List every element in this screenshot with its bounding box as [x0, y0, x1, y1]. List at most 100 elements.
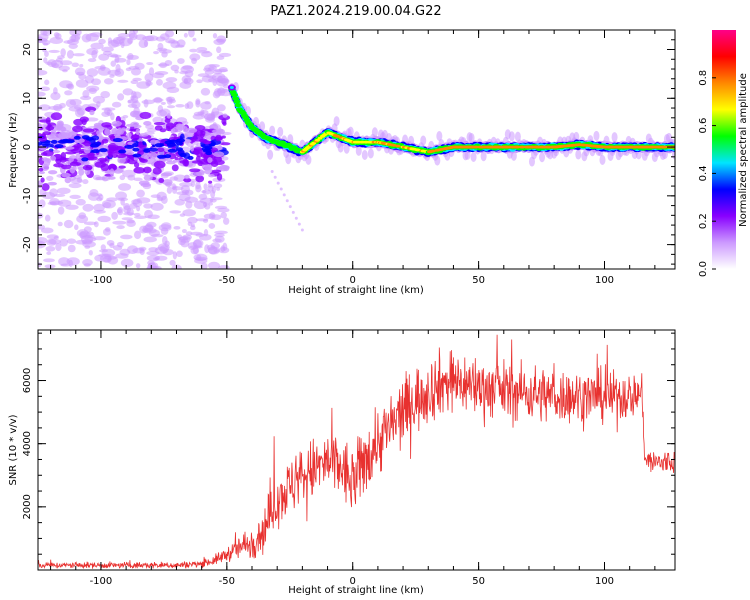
spectrogram-blob: [109, 74, 115, 78]
spectrogram-blob: [133, 212, 141, 217]
spectrogram-blob: [305, 154, 312, 165]
spectrogram-blob: [175, 138, 186, 143]
spectrogram-blob: [208, 222, 216, 229]
spectrogram-blob: [199, 197, 214, 204]
spectrogram-blob: [175, 103, 185, 108]
spectrogram-blob: [40, 177, 45, 183]
spectrogram-blob: [160, 172, 173, 177]
spectrogram-blob: [126, 132, 132, 141]
spectrogram-blob: [148, 67, 155, 76]
spectrogram-blob: [189, 48, 198, 53]
spectrogram-blob: [179, 182, 193, 187]
spectrogram-blob: [232, 96, 240, 101]
spectrogram-blob: [96, 197, 103, 202]
snr-xtick-label: -100: [90, 576, 113, 587]
spectrogram-blob: [132, 77, 142, 82]
spectrogram-blob: [203, 183, 208, 190]
spectrogram-blob: [66, 257, 80, 266]
spectrogram-blob: [190, 145, 195, 152]
spectrogram-blob: [436, 131, 443, 142]
spectrogram-blob: [44, 214, 51, 222]
spectrogram-blob: [164, 154, 172, 159]
spectrogram-blob: [60, 151, 67, 160]
spectrogram-blob: [48, 49, 60, 54]
spectrogram-blob: [300, 228, 304, 232]
spectrogram-blob: [177, 234, 183, 239]
spectrogram-blob: [395, 144, 401, 148]
spectrogram-blob: [76, 177, 83, 183]
spectrogram-blob: [217, 87, 226, 97]
spectrogram-blob: [48, 238, 61, 245]
spectrogram-blob: [100, 90, 111, 99]
spectrogram-blob: [120, 198, 125, 206]
spectrogram-blob: [50, 139, 58, 144]
spectrogram-blob: [86, 48, 99, 56]
spectrogram-blob: [180, 184, 190, 194]
spectrogram-blob: [78, 212, 87, 219]
spectrogram-blob: [45, 245, 56, 252]
spectrogram-blob: [335, 134, 341, 138]
spectrogram-blob: [98, 38, 106, 45]
spectrogram-blob: [150, 194, 161, 199]
spectrogram-blob: [175, 147, 183, 152]
spectrogram-blob: [68, 157, 74, 163]
spectrogram-blob: [172, 251, 177, 260]
spectrogram-blob: [42, 131, 52, 136]
spectrogram-blob: [94, 141, 102, 146]
spectrogram-blob: [430, 149, 436, 153]
spectrogram-blob: [56, 187, 71, 195]
spectrogram-blob: [150, 202, 164, 211]
spectrogram-blob: [133, 156, 139, 161]
spectrogram-blob: [193, 132, 198, 137]
spectrogram-blob: [160, 33, 170, 41]
spectrogram-blob: [204, 203, 211, 210]
spectrogram-blob: [89, 188, 99, 197]
spectrogram-blob: [46, 251, 52, 256]
spectrogram-blob: [196, 46, 208, 52]
spectrogram-blob: [128, 30, 136, 39]
spectrogram-blob: [273, 175, 277, 179]
spectrogram-blob: [285, 154, 292, 165]
spectrogram-blob: [41, 183, 50, 191]
spectrogram-blob: [68, 43, 78, 49]
spectrogram-blob: [520, 145, 526, 149]
spectrogram-blob: [57, 139, 68, 144]
spectrogram-blob: [276, 181, 280, 185]
spectrogram-blob: [86, 68, 99, 77]
spectrogram-blob: [173, 226, 181, 230]
spectrogram-blob: [182, 209, 196, 217]
spectrogram-blob: [42, 30, 48, 35]
snr-xtick-label: 50: [472, 576, 485, 587]
spectrogram-blob: [94, 161, 106, 168]
spectrogram-blob: [184, 131, 195, 138]
spectrogram-blob: [152, 116, 164, 124]
spectrogram-blob: [133, 177, 143, 182]
spectrogram-blob: [50, 92, 61, 101]
spectrogram-blob: [177, 238, 186, 246]
spectrogram-blob: [133, 166, 146, 174]
spectrogram-blob: [194, 125, 206, 131]
spectrogram-blob: [102, 202, 112, 209]
snr-xlabel: Height of straight line (km): [288, 585, 424, 596]
spectrogram-blob: [182, 158, 189, 167]
spectrogram-blob: [153, 160, 166, 169]
spectrogram-blob: [277, 126, 284, 137]
spectrogram-blob: [195, 233, 206, 237]
spectrogram-blob: [391, 143, 397, 147]
spectrogram-blob: [166, 142, 176, 147]
spectrogram-blob: [143, 203, 153, 209]
spectrogram-blob: [116, 241, 124, 248]
spectrogram-blob: [42, 143, 55, 148]
spectrogram-blob: [149, 151, 158, 159]
spectrogram-blob: [160, 101, 166, 105]
spectrogram-blob: [115, 63, 121, 73]
spectrogram-blob: [156, 147, 165, 153]
spectrogram-blob: [127, 174, 136, 181]
spectrogram-blob: [371, 127, 378, 138]
spectrogram-blob: [611, 132, 618, 143]
spectrogram-blob: [109, 242, 115, 249]
snr-ytick-label: 4000: [22, 431, 33, 456]
spectrogram-blob: [177, 58, 185, 64]
spectrogram-blob: [63, 40, 73, 44]
spectrogram-blob: [59, 157, 67, 163]
